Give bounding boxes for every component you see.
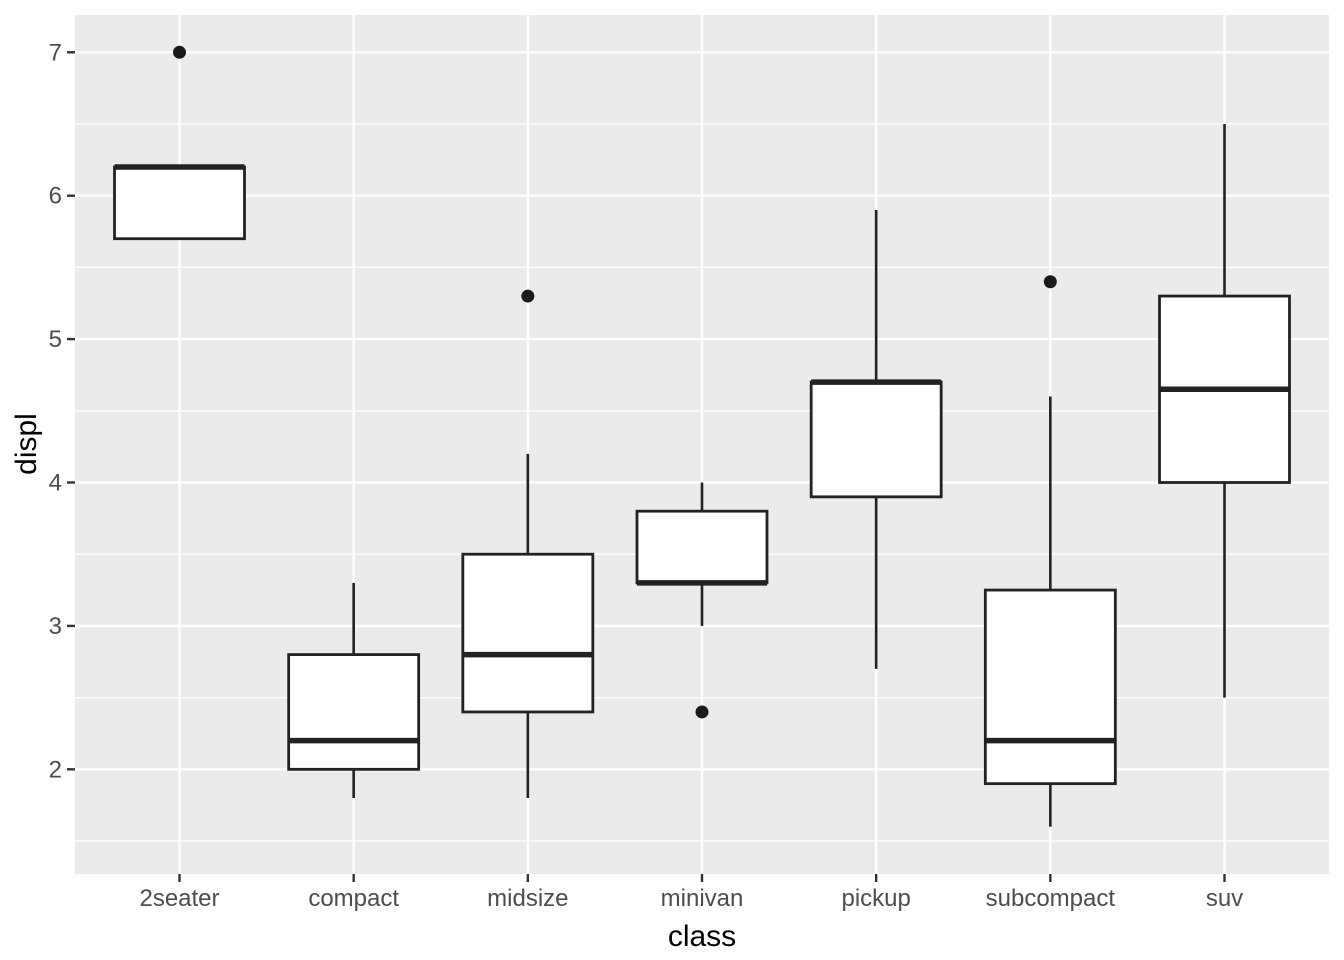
box-midsize [461, 552, 595, 714]
box-pickup [809, 380, 943, 499]
x-tick-label-subcompact: subcompact [986, 885, 1116, 912]
outlier-point-2seater-7 [173, 45, 186, 59]
y-axis-title: displ [10, 413, 43, 475]
outlier-point-subcompact-5.4 [1043, 275, 1057, 289]
x-tick-label-midsize: midsize [487, 885, 568, 912]
x-axis-title: class [667, 920, 737, 953]
y-tick-label-5: 5 [49, 326, 62, 353]
box-compact [287, 653, 421, 771]
box-subcompact [983, 588, 1117, 786]
x-tick-label-2seater: 2seater [139, 885, 219, 912]
box-minivan [635, 509, 769, 585]
outlier-point-midsize-5.3 [521, 289, 535, 303]
outlier-point-minivan-2.4 [695, 705, 709, 719]
y-tick-label-4: 4 [49, 470, 62, 497]
x-tick-label-pickup: pickup [841, 885, 910, 912]
y-tick-label-6: 6 [49, 183, 62, 210]
x-tick-label-suv: suv [1206, 885, 1243, 912]
y-tick-label-2: 2 [49, 756, 62, 783]
x-tick-label-compact: compact [308, 885, 399, 912]
y-tick-label-7: 7 [49, 39, 62, 66]
x-tick-label-minivan: minivan [661, 885, 744, 912]
y-tick-label-3: 3 [49, 613, 62, 640]
box-2seater [113, 165, 246, 241]
